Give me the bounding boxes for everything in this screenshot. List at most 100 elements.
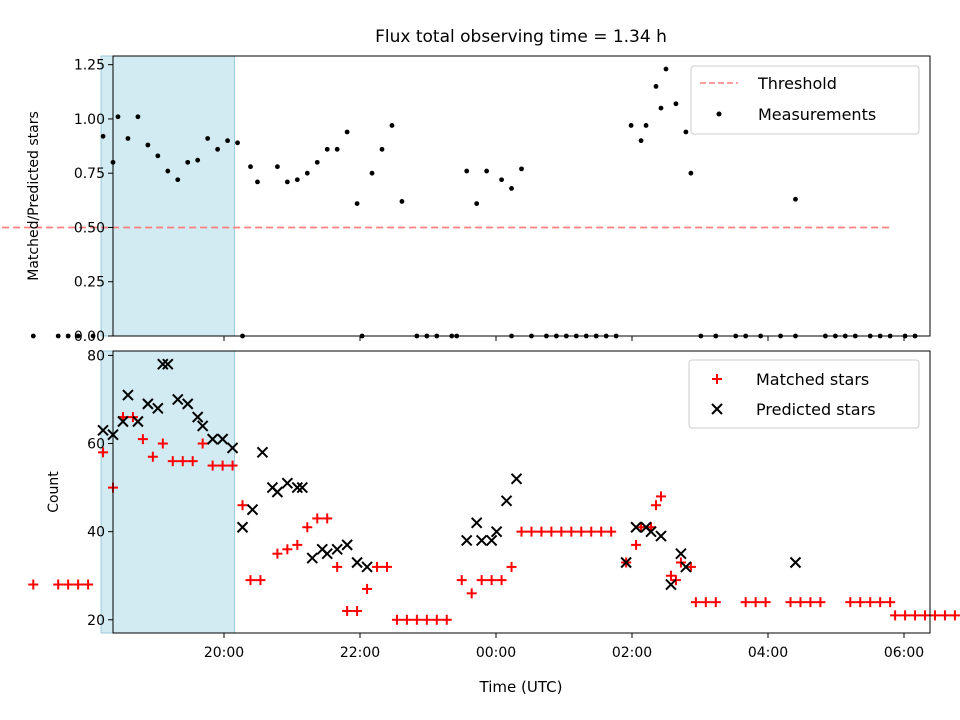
measurement-point <box>369 170 375 176</box>
measurement-point <box>100 133 106 139</box>
y-tick-label: 1.25 <box>74 58 105 74</box>
predicted-legend-label: Predicted stars <box>756 400 876 419</box>
count-y-axis-label: Count <box>46 471 62 513</box>
measurement-point <box>638 138 644 144</box>
matched-star-point <box>372 561 383 572</box>
measurement-point <box>125 136 131 141</box>
measurement-point <box>294 177 300 183</box>
measurement-point <box>399 199 405 204</box>
matched-star-point <box>486 575 497 586</box>
matched-star-point <box>710 597 721 608</box>
measurement-point <box>643 123 649 128</box>
measurement-point <box>688 170 694 176</box>
measurement-point <box>284 179 290 185</box>
count-plot-area <box>28 358 960 625</box>
measurement-point <box>205 136 211 141</box>
x-axis-label: Time (UTC) <box>479 678 563 696</box>
matched-star-point <box>332 561 343 572</box>
measurement-point <box>75 333 81 339</box>
predicted-star-point <box>675 547 687 560</box>
measurement-point <box>304 170 310 176</box>
predicted-star-point <box>216 433 229 445</box>
predicted-star-point <box>630 521 642 533</box>
measurement-point <box>484 168 490 174</box>
matched-star-point <box>302 522 313 533</box>
measurement-point <box>55 333 61 339</box>
matched-star-point <box>805 597 816 608</box>
predicted-star-point <box>485 534 498 547</box>
matched-star-point <box>476 575 487 586</box>
matched-star-point <box>516 526 527 537</box>
predicted-star-point <box>361 561 373 573</box>
highlight-span-bottom <box>100 350 236 634</box>
y-tick-label: 0.00 <box>74 329 105 345</box>
matched-star-point <box>245 575 256 586</box>
matched-star-point <box>391 614 402 625</box>
measurement-point <box>65 333 71 339</box>
predicted-star-point <box>271 486 284 498</box>
matched-star-point <box>496 575 507 586</box>
predicted-star-point <box>490 525 503 538</box>
matched-star-point <box>312 513 323 524</box>
matched-star-point <box>536 526 547 537</box>
matched-star-point <box>441 614 452 625</box>
measurement-point <box>354 201 360 206</box>
measurement-point <box>145 142 151 148</box>
matched-star-point <box>651 500 662 511</box>
x-tick-label: 00:00 <box>476 645 516 661</box>
predicted-star-point <box>351 556 363 569</box>
matched-star-point <box>920 610 931 621</box>
measurement-point <box>673 101 679 107</box>
matched-star-point <box>606 526 617 537</box>
y-tick-label: 0.50 <box>74 220 105 236</box>
y-tick-label: 60 <box>87 437 105 453</box>
matched-star-point <box>63 579 74 590</box>
matched-star-point <box>466 588 477 599</box>
predicted-star-point <box>460 534 473 547</box>
measurement-point <box>235 140 240 146</box>
measurement-point <box>793 196 798 202</box>
matched-star-point <box>900 610 911 621</box>
predicted-star-point <box>162 358 174 370</box>
matched-star-point <box>566 526 577 537</box>
predicted-star-point <box>256 446 269 459</box>
measurement-point <box>628 123 634 128</box>
measurement-point <box>215 146 221 152</box>
matched-star-point <box>137 434 148 445</box>
matched-star-point <box>506 561 517 572</box>
matched-star-point <box>636 522 647 533</box>
measurement-point <box>165 168 171 174</box>
chart-title: Flux total observing time = 1.34 h <box>375 27 667 47</box>
measurement-point <box>225 138 230 144</box>
predicted-star-point <box>281 477 294 489</box>
measurement-point <box>344 129 350 135</box>
matched-star-point <box>929 610 940 621</box>
measurements-legend-label: Measurements <box>758 105 876 124</box>
matched-star-point <box>237 500 248 511</box>
predicted-star-point <box>196 420 209 432</box>
matched-star-point <box>322 513 333 524</box>
measurement-point <box>115 114 121 120</box>
matched-star-point <box>217 460 228 471</box>
measurement-point <box>90 333 96 339</box>
matched-star-point <box>631 539 642 550</box>
predicted-star-point <box>331 543 343 555</box>
matched-star-point <box>740 597 751 608</box>
predicted-star-point <box>142 398 154 410</box>
matched-legend-label: Matched stars <box>756 370 869 389</box>
predicted-star-point <box>117 415 129 428</box>
matched-star-point <box>526 526 537 537</box>
measurement-point <box>653 83 659 89</box>
matched-star-point <box>939 610 950 621</box>
predicted-star-point <box>296 481 309 494</box>
y-tick-label: 80 <box>87 348 105 364</box>
matched-star-point <box>73 579 84 590</box>
measurement-point <box>248 164 253 170</box>
count-x-ticks: 20:00 22:00 00:00 02:00 04:00 06:00 <box>204 633 924 661</box>
predicted-star-point <box>157 358 169 370</box>
matched-star-point <box>685 561 696 572</box>
predicted-star-point <box>306 552 318 564</box>
measurements-legend-swatch <box>716 111 722 117</box>
matched-star-point <box>576 526 587 537</box>
